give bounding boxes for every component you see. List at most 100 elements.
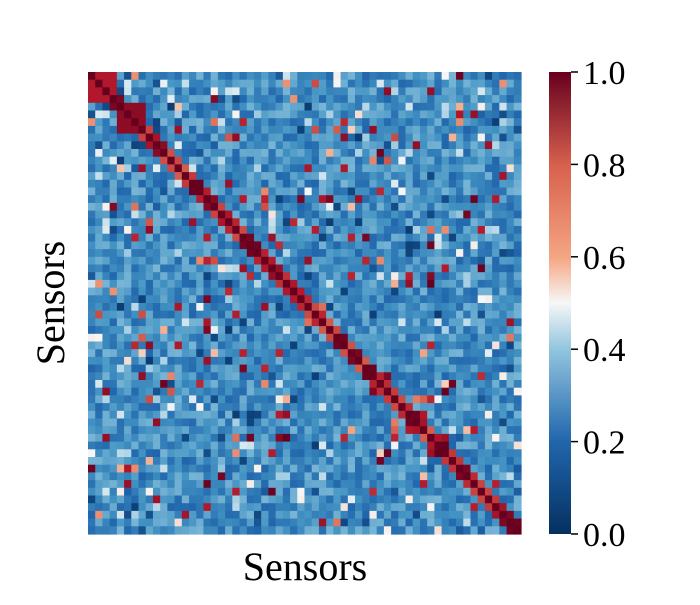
heatmap-cell <box>131 464 140 473</box>
heatmap-cell <box>427 133 435 142</box>
heatmap-cell <box>145 303 154 312</box>
heatmap-cell <box>427 156 435 165</box>
heatmap-cell <box>355 110 363 119</box>
heatmap-cell <box>383 418 392 427</box>
heatmap-cell <box>326 164 334 173</box>
heatmap-cell <box>131 102 140 112</box>
heatmap-cell <box>174 295 183 304</box>
heatmap-cell <box>477 464 486 473</box>
heatmap-cell <box>297 95 306 104</box>
heatmap-cell <box>124 226 132 235</box>
heatmap-cell <box>253 356 262 366</box>
heatmap-cell <box>196 233 205 242</box>
heatmap-cell <box>88 418 96 427</box>
heatmap-cell <box>282 303 291 312</box>
heatmap-cell <box>318 526 327 535</box>
heatmap-cell <box>131 195 140 204</box>
heatmap-cell <box>383 457 392 466</box>
heatmap-cell <box>282 449 291 458</box>
heatmap-cell <box>210 510 219 520</box>
heatmap-cell <box>470 464 479 473</box>
heatmap-cell <box>362 272 371 281</box>
heatmap-cell <box>355 372 363 381</box>
heatmap-cell <box>318 249 327 258</box>
heatmap-cell <box>282 133 291 142</box>
heatmap-cell <box>376 333 385 343</box>
heatmap-cell <box>282 95 291 104</box>
heatmap-cell <box>492 410 500 420</box>
heatmap-cell <box>412 341 421 350</box>
heatmap-cell <box>376 141 385 150</box>
heatmap-cell <box>398 510 407 520</box>
heatmap-cell <box>246 510 255 520</box>
heatmap-cell <box>340 179 349 189</box>
heatmap-cell <box>203 356 212 366</box>
heatmap-cell <box>427 464 435 473</box>
heatmap-cell <box>499 79 508 88</box>
heatmap-cell <box>391 326 399 335</box>
heatmap-cell <box>102 164 111 173</box>
heatmap-cell <box>304 403 313 412</box>
heatmap-cell <box>477 387 486 396</box>
heatmap-cell <box>239 426 248 435</box>
heatmap-cell <box>253 449 262 458</box>
heatmap-cell <box>362 341 371 350</box>
heatmap-cell <box>448 218 457 227</box>
heatmap-cell <box>131 210 140 219</box>
heatmap-cell <box>145 125 154 135</box>
heatmap-cell <box>246 480 255 489</box>
heatmap-cell <box>124 418 132 427</box>
heatmap-cell <box>398 287 407 296</box>
heatmap-cell <box>282 249 291 258</box>
heatmap-cell <box>427 264 435 273</box>
heatmap-cell <box>441 310 450 319</box>
heatmap-cell <box>506 295 515 304</box>
heatmap-cell <box>290 387 298 396</box>
heatmap-cell <box>419 449 428 458</box>
heatmap-cell <box>441 341 450 350</box>
heatmap-cell <box>347 272 356 281</box>
heatmap-cell <box>160 279 168 289</box>
heatmap-cell <box>210 210 219 219</box>
heatmap-cell <box>217 118 226 127</box>
heatmap-cell <box>441 303 450 312</box>
heatmap-cell <box>109 433 118 443</box>
heatmap-cell <box>513 172 522 181</box>
heatmap-cell <box>109 233 118 242</box>
heatmap-cell <box>181 218 190 227</box>
heatmap-cell <box>318 426 327 435</box>
heatmap-cell <box>189 287 197 296</box>
heatmap-cell <box>239 503 248 512</box>
heatmap-cell <box>484 364 493 373</box>
heatmap-cell <box>441 102 450 112</box>
heatmap-cell <box>246 72 255 81</box>
heatmap-cell <box>398 149 407 158</box>
heatmap-cell <box>109 326 118 335</box>
heatmap-cell <box>412 364 421 373</box>
heatmap-cell <box>160 110 168 119</box>
heatmap-cell <box>217 133 226 142</box>
heatmap-cell <box>463 426 472 435</box>
heatmap-cell <box>88 195 96 204</box>
heatmap-cell <box>290 141 298 150</box>
heatmap-cell <box>225 326 233 335</box>
heatmap-cell <box>174 380 183 389</box>
heatmap-cell <box>246 403 255 412</box>
heatmap-cell <box>362 372 371 381</box>
heatmap-cell <box>181 395 190 404</box>
heatmap-cell <box>189 303 197 312</box>
heatmap-cell <box>297 133 306 142</box>
heatmap-cell <box>318 72 327 81</box>
heatmap-cell <box>282 510 291 520</box>
heatmap-cell <box>116 272 125 281</box>
heatmap-cell <box>282 372 291 381</box>
heatmap-cell <box>441 403 450 412</box>
heatmap-cell <box>95 102 104 112</box>
heatmap-cell <box>253 418 262 427</box>
heatmap-cell <box>391 249 399 258</box>
heatmap-cell <box>261 110 270 119</box>
heatmap-cell <box>160 102 168 112</box>
heatmap-cell <box>477 279 486 289</box>
heatmap-cell <box>326 326 334 335</box>
heatmap-cell <box>239 287 248 296</box>
